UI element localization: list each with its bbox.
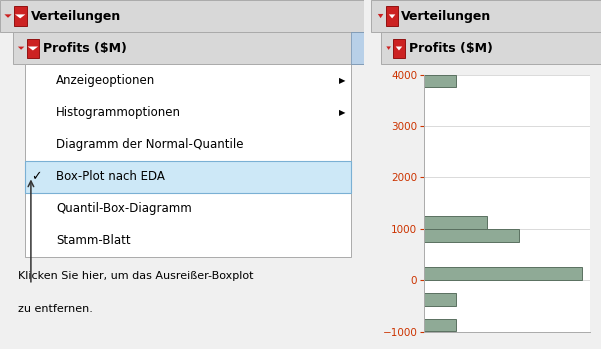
Bar bbox=[424, 319, 456, 332]
Polygon shape bbox=[15, 14, 25, 18]
Bar bbox=[14, 6, 26, 26]
Text: Diagramm der Normal-Quantile: Diagramm der Normal-Quantile bbox=[56, 138, 244, 151]
Bar bbox=[424, 293, 456, 306]
Polygon shape bbox=[378, 14, 383, 18]
Bar bbox=[25, 64, 351, 257]
Text: ✓: ✓ bbox=[31, 170, 41, 183]
Polygon shape bbox=[18, 47, 25, 50]
Text: Box-Plot nach EDA: Box-Plot nach EDA bbox=[56, 170, 165, 183]
Polygon shape bbox=[4, 14, 11, 18]
Bar bbox=[25, 161, 351, 193]
Text: Verteilungen: Verteilungen bbox=[31, 9, 121, 23]
Bar bbox=[371, 0, 601, 32]
Text: Profits ($M): Profits ($M) bbox=[43, 42, 127, 55]
Bar bbox=[351, 32, 364, 64]
Text: Klicken Sie hier, um das Ausreißer-Boxplot: Klicken Sie hier, um das Ausreißer-Boxpl… bbox=[18, 271, 254, 281]
Bar bbox=[393, 38, 404, 58]
Text: Histogrammoptionen: Histogrammoptionen bbox=[56, 106, 182, 119]
Text: Stamm-Blatt: Stamm-Blatt bbox=[56, 234, 131, 247]
Text: Quantil-Box-Diagramm: Quantil-Box-Diagramm bbox=[56, 202, 192, 215]
Bar bbox=[424, 75, 456, 87]
Polygon shape bbox=[389, 14, 395, 18]
Bar bbox=[424, 267, 582, 280]
Polygon shape bbox=[386, 46, 391, 50]
Text: Verteilungen: Verteilungen bbox=[401, 9, 492, 23]
Polygon shape bbox=[395, 46, 402, 51]
Bar bbox=[424, 216, 487, 229]
Text: Profits ($M): Profits ($M) bbox=[409, 42, 493, 55]
Bar bbox=[386, 6, 398, 26]
Bar bbox=[380, 32, 601, 64]
Text: zu entfernen.: zu entfernen. bbox=[18, 304, 93, 314]
Text: Anzeigeoptionen: Anzeigeoptionen bbox=[56, 74, 156, 87]
Bar bbox=[0, 0, 364, 32]
Bar bbox=[13, 32, 364, 64]
Text: ▶: ▶ bbox=[339, 108, 346, 117]
Bar bbox=[424, 229, 519, 242]
Polygon shape bbox=[28, 46, 38, 51]
Text: ▶: ▶ bbox=[339, 76, 346, 85]
Bar bbox=[26, 38, 39, 58]
